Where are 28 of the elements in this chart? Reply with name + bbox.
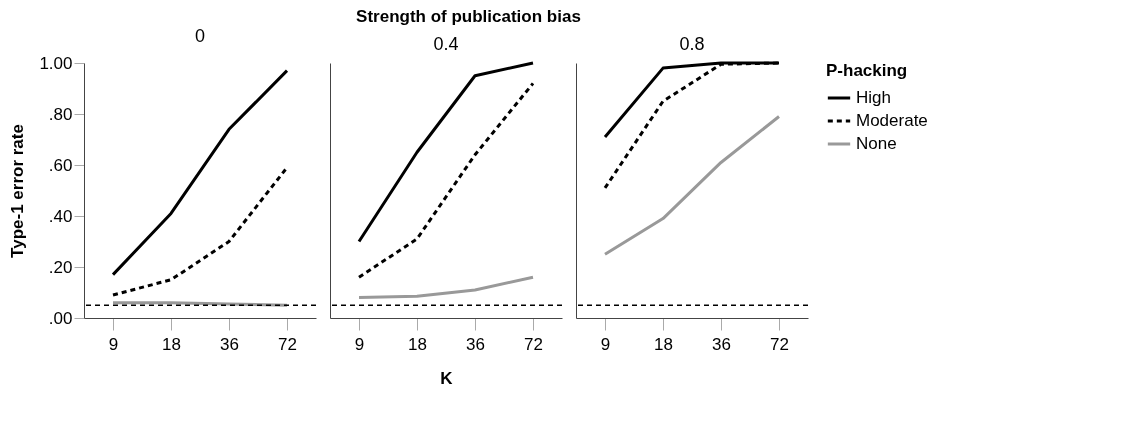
legend-label: High xyxy=(856,88,891,107)
y-tick-label: .40 xyxy=(48,206,73,226)
y-tick-label: .20 xyxy=(48,257,73,277)
y-tick-label: 1.00 xyxy=(39,53,73,73)
x-tick-label: 9 xyxy=(108,334,119,354)
x-tick-label: 18 xyxy=(408,334,427,354)
y-tick-label: .80 xyxy=(48,104,73,124)
y-tick-label: .60 xyxy=(48,155,73,175)
x-axis-title: K xyxy=(440,368,454,388)
x-tick-label: 36 xyxy=(220,334,239,354)
legend-label: Moderate xyxy=(856,111,928,130)
x-tick-label: 36 xyxy=(712,334,731,354)
y-axis-title: Type-1 error rate xyxy=(8,124,28,258)
text: Strength of publication bias xyxy=(356,7,581,26)
x-tick-label: 72 xyxy=(278,334,297,354)
chart-title: 0 xyxy=(194,26,206,46)
x-tick-label: 9 xyxy=(600,334,611,354)
chart-title: 0.8 xyxy=(679,33,705,54)
x-tick-label: 9 xyxy=(354,334,365,354)
x-tick-label: 72 xyxy=(770,334,789,354)
chart-title: 0.4 xyxy=(433,33,459,54)
legend-label: None xyxy=(856,134,897,153)
y-tick-label: .00 xyxy=(48,308,73,328)
x-tick-label: 72 xyxy=(524,334,543,354)
x-tick-label: 18 xyxy=(654,334,673,354)
x-tick-label: 36 xyxy=(466,334,485,354)
x-tick-label: 18 xyxy=(162,334,181,354)
legend-title: P-hacking xyxy=(826,61,908,80)
